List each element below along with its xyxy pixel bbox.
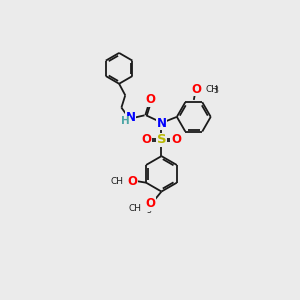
Text: O: O [146, 197, 156, 210]
Text: O: O [171, 134, 181, 146]
Text: CH: CH [110, 177, 123, 186]
Text: H: H [121, 116, 130, 127]
Text: N: N [157, 116, 166, 130]
Text: O: O [127, 175, 137, 188]
Text: 3: 3 [213, 86, 218, 95]
Text: H: H [121, 116, 130, 127]
Text: O: O [142, 134, 152, 146]
Text: N: N [126, 111, 136, 124]
Text: S: S [157, 134, 166, 146]
Text: O: O [191, 82, 201, 96]
Text: N: N [126, 111, 136, 124]
Text: 3: 3 [128, 180, 132, 189]
Text: O: O [146, 93, 156, 106]
Text: O: O [146, 93, 156, 106]
Text: O: O [191, 82, 201, 96]
Text: S: S [157, 134, 166, 146]
Text: O: O [171, 134, 181, 146]
Text: CH: CH [205, 85, 218, 94]
Text: N: N [157, 116, 166, 130]
Text: 3: 3 [147, 206, 152, 215]
Text: O: O [142, 134, 152, 146]
Text: O: O [146, 197, 156, 210]
Text: CH: CH [128, 204, 141, 213]
Text: O: O [127, 175, 137, 188]
